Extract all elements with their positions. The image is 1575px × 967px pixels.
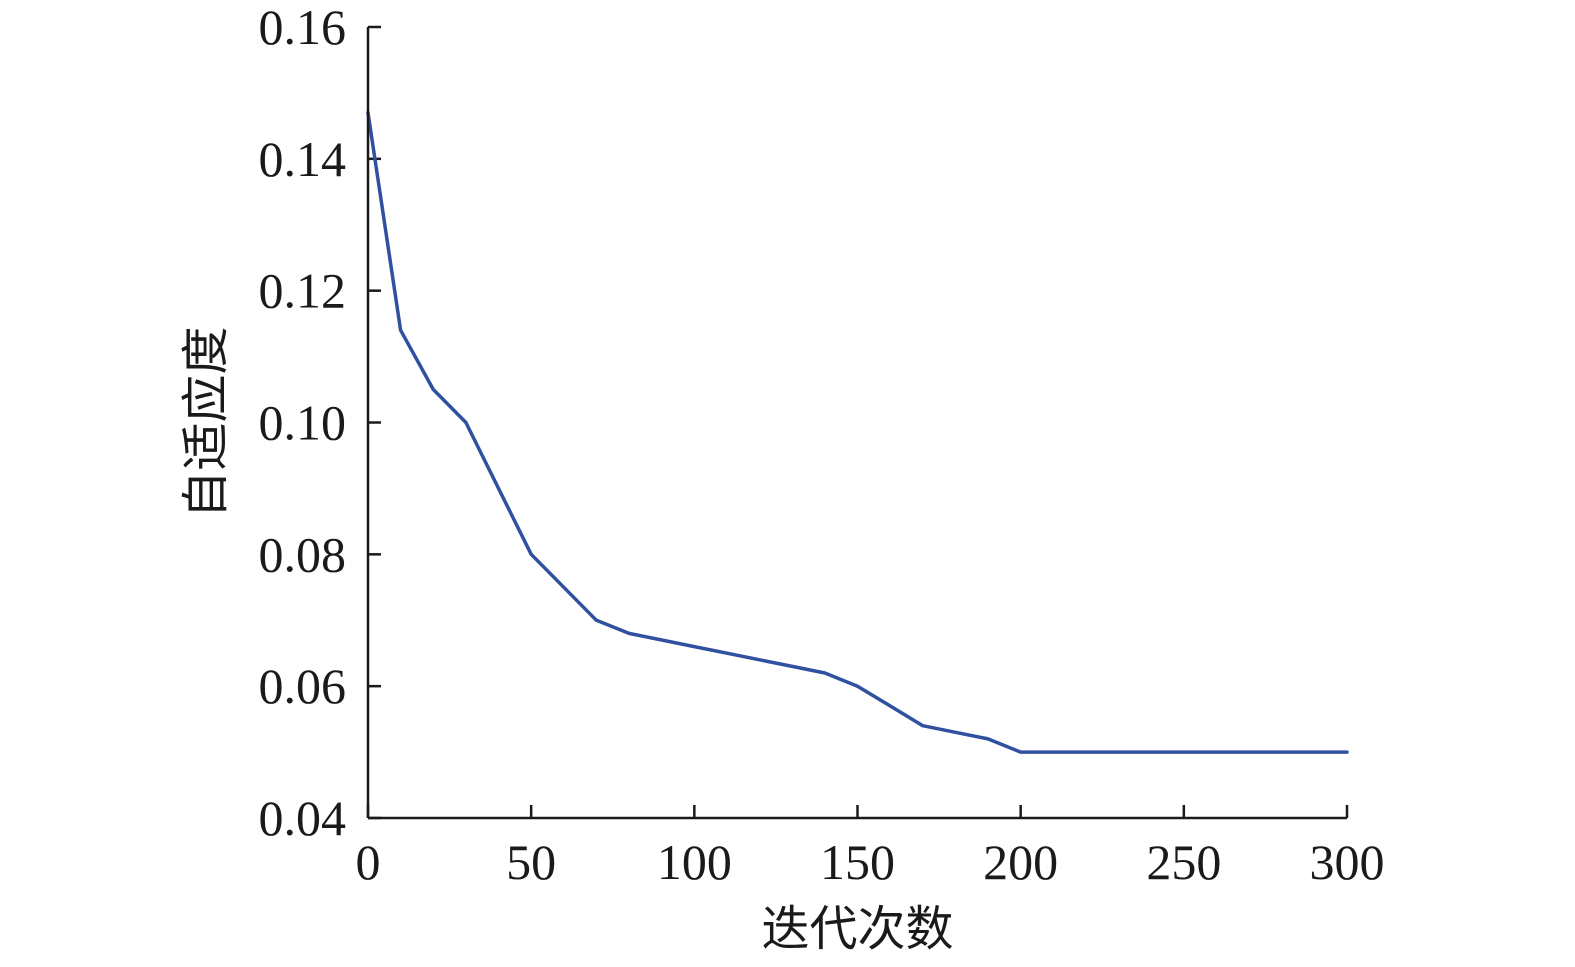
y-axis-title: 自适应度 [178, 326, 234, 518]
x-tick-label: 300 [1310, 834, 1385, 890]
x-tick-label: 200 [983, 834, 1058, 890]
x-axis-ticks: 0 50 100 150 200 250 300 [356, 805, 1385, 890]
series-line [366, 110, 1349, 754]
x-axis-title: 迭代次数 [761, 901, 953, 957]
y-tick-label: 0.12 [259, 263, 347, 319]
y-axis-ticks: 0.04 0.06 0.08 0.10 0.12 0.14 0.16 [259, 0, 381, 846]
x-tick-label: 0 [356, 834, 381, 890]
x-tick-label: 250 [1146, 834, 1221, 890]
x-tick-label: 100 [657, 834, 732, 890]
y-tick-label: 0.08 [259, 526, 347, 582]
y-tick-label: 0.04 [259, 790, 347, 846]
y-tick-label: 0.10 [259, 395, 347, 451]
x-tick-label: 150 [820, 834, 895, 890]
y-tick-label: 0.14 [259, 131, 347, 187]
y-tick-label: 0.06 [259, 658, 347, 714]
x-tick-label: 50 [506, 834, 556, 890]
y-tick-label: 0.16 [259, 0, 347, 55]
